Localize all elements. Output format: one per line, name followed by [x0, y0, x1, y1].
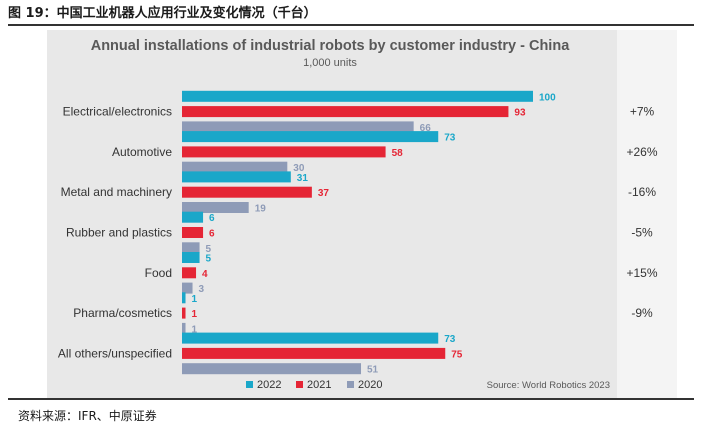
data-label-2021: 1 [192, 309, 198, 320]
data-label-2021: 6 [209, 229, 215, 240]
growth-label: -16% [628, 185, 656, 199]
category-label: All others/unspecified [58, 346, 172, 360]
bar-2022 [182, 171, 291, 183]
data-label-2021: 93 [514, 108, 526, 119]
chart-source: Source: World Robotics 2023 [487, 380, 610, 391]
bar-2022 [182, 131, 439, 143]
data-label-2021: 75 [451, 349, 463, 360]
category-label: Food [145, 266, 172, 280]
bar-2020 [182, 282, 193, 294]
growth-label: -9% [631, 306, 653, 320]
bar-2022 [182, 252, 200, 263]
bar-2021 [182, 106, 509, 118]
data-label-2020: 66 [420, 123, 432, 134]
data-label-2021: 37 [318, 188, 330, 199]
data-label-2020: 19 [255, 204, 267, 215]
bar-2020 [182, 363, 362, 375]
bar-2021 [182, 347, 446, 359]
legend-swatch-2020 [347, 381, 354, 388]
bar-2022 [182, 90, 533, 102]
category-label: Electrical/electronics [63, 105, 172, 119]
source-note: 资料来源：IFR、中原证券 [18, 409, 157, 423]
legend-label-2021: 2021 [307, 379, 331, 391]
figure-caption: 图 19：中国工业机器人应用行业及变化情况（千台） [8, 6, 317, 21]
bar-2021 [182, 186, 312, 198]
bar-2020 [182, 161, 288, 173]
bar-2021 [182, 267, 197, 279]
legend-label-2020: 2020 [358, 379, 382, 391]
data-label-2021: 58 [392, 148, 404, 159]
data-label-2022: 6 [209, 213, 215, 224]
legend-label-2022: 2022 [257, 379, 281, 391]
growth-label: -5% [631, 226, 653, 240]
chart-title: Annual installations of industrial robot… [91, 38, 570, 54]
bar-2020 [182, 242, 200, 254]
top-rule [8, 24, 694, 26]
data-label-2021: 4 [202, 269, 208, 280]
bar-2022 [182, 211, 204, 223]
growth-column [617, 30, 677, 398]
bar-2020 [182, 202, 249, 213]
growth-label: +26% [626, 145, 657, 159]
data-label-2022: 73 [444, 334, 456, 345]
legend-swatch-2021 [296, 381, 303, 388]
data-label-2022: 100 [539, 92, 556, 103]
category-label: Metal and machinery [61, 185, 172, 199]
bar-2022 [182, 332, 439, 344]
growth-label: +15% [626, 266, 657, 280]
data-label-2022: 73 [444, 133, 456, 144]
data-label-2020: 5 [206, 244, 212, 255]
bar-2021 [182, 307, 186, 319]
bar-2020 [182, 121, 414, 133]
category-label: Automotive [112, 145, 172, 159]
category-label: Pharma/cosmetics [73, 306, 172, 320]
data-label-2020: 3 [199, 284, 205, 295]
bar-2022 [182, 292, 186, 304]
data-label-2022: 31 [297, 173, 309, 184]
bar-2021 [182, 146, 386, 158]
bar-2021 [182, 227, 204, 238]
bar-2020 [182, 322, 186, 334]
chart-subtitle: 1,000 units [303, 57, 357, 69]
data-label-2020: 51 [367, 365, 379, 376]
data-label-2020: 1 [192, 324, 198, 335]
bottom-rule [8, 398, 694, 400]
growth-label: +7% [630, 105, 655, 119]
data-label-2022: 5 [206, 254, 212, 265]
category-label: Rubber and plastics [66, 226, 172, 240]
legend-swatch-2022 [246, 381, 253, 388]
data-label-2022: 1 [192, 294, 198, 305]
data-label-2020: 30 [293, 163, 305, 174]
